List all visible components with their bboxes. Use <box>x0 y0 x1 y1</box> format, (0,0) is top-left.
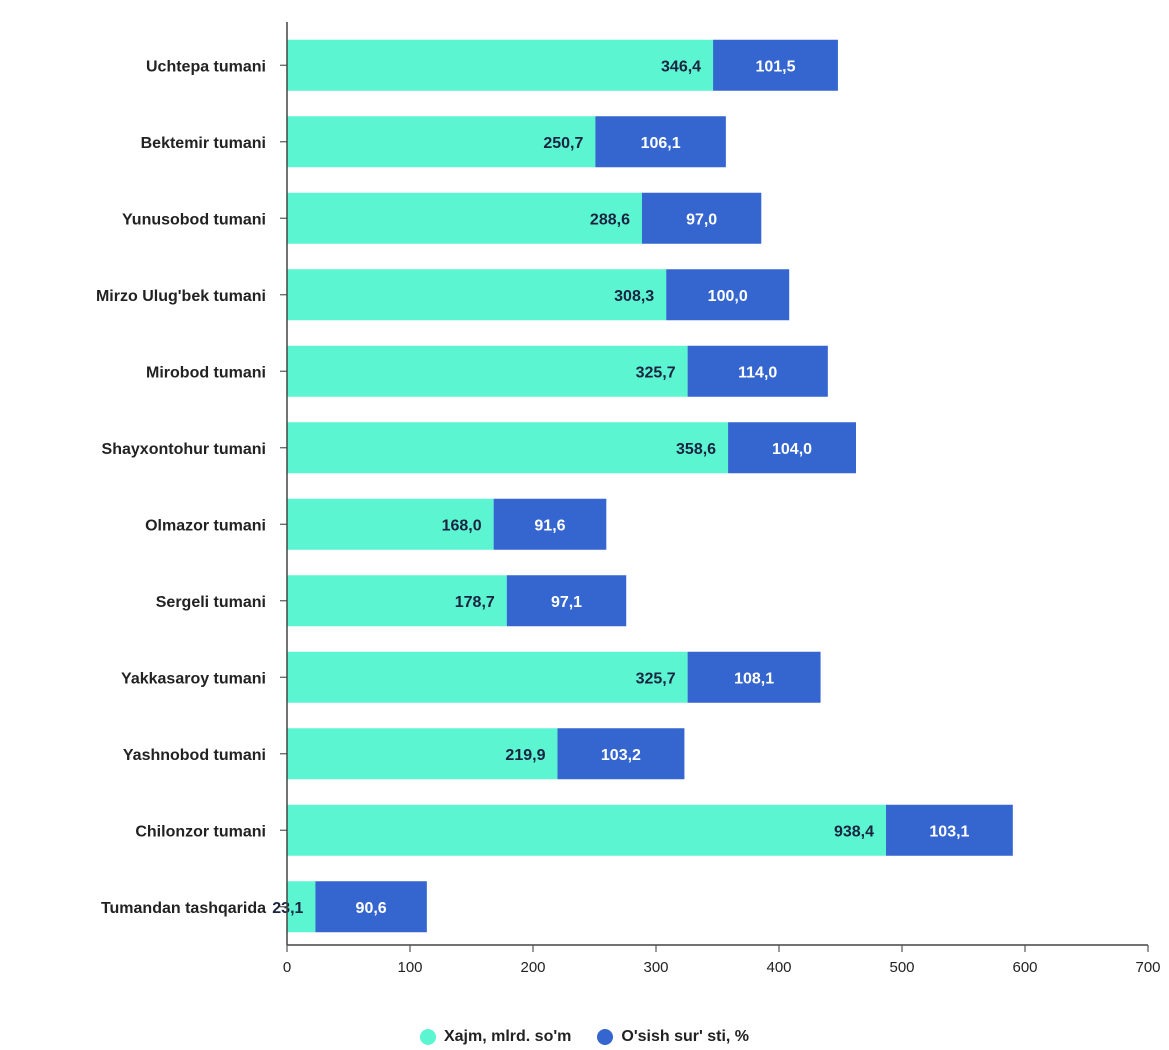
data-label-volume: 168,0 <box>442 517 482 534</box>
category-label: Olmazor tumani <box>145 517 266 534</box>
value-labels: 346,4 101,5 250,7 106,1 288,6 97,0 308,3 100,0 3… <box>272 58 969 917</box>
bars-group <box>287 39 1013 933</box>
bar-growth <box>687 651 821 703</box>
data-label-volume: 250,7 <box>543 135 583 152</box>
bar-volume <box>287 881 316 933</box>
bar-growth <box>595 116 726 168</box>
data-label-volume: 325,7 <box>636 670 676 687</box>
bar-growth <box>315 881 427 933</box>
data-label-volume: 23,1 <box>272 900 303 917</box>
legend-marker-volume <box>419 1029 436 1045</box>
x-tick-label: 300 <box>643 959 668 976</box>
bar-volume <box>287 804 887 856</box>
category-labels: Uchtepa tumani Bektemir tumani Yunusobod t… <box>96 58 266 917</box>
data-label-growth: 97,1 <box>551 594 582 611</box>
data-label-growth: 106,1 <box>641 135 681 152</box>
legend-label-volume: Xajm, mlrd. so'm <box>443 1028 572 1045</box>
bar-volume <box>287 345 688 397</box>
bar-growth <box>641 192 762 244</box>
axes: 0 100 200 300 400 500 600 700 <box>280 22 1161 976</box>
bar-volume <box>287 728 558 780</box>
category-label: Mirzo Ulug'bek tumani <box>96 288 266 305</box>
category-label: Chilonzor tumani <box>135 823 266 840</box>
bar-growth <box>713 39 838 91</box>
data-label-volume: 938,4 <box>834 823 874 840</box>
data-label-growth: 114,0 <box>738 364 777 381</box>
legend-label-growth: O'sish sur' sti, % <box>621 1028 750 1045</box>
legend-item-volume[interactable]: Xajm, mlrd. so'm <box>419 1028 572 1046</box>
bar-volume <box>287 575 507 627</box>
data-label-growth: 90,6 <box>356 900 387 917</box>
bar-volume <box>287 116 596 168</box>
data-label-growth: 103,2 <box>601 747 641 764</box>
category-label: Shayxontohur tumani <box>102 441 266 458</box>
bar-growth <box>687 345 828 397</box>
x-tick-label: 700 <box>1135 959 1160 976</box>
x-tick-label: 0 <box>283 959 291 976</box>
x-tick-label: 100 <box>397 959 422 976</box>
data-label-growth: 103,1 <box>929 823 969 840</box>
bar-growth <box>557 728 685 780</box>
data-label-volume: 288,6 <box>590 211 630 228</box>
data-label-growth: 108,1 <box>734 670 774 687</box>
data-label-growth: 100,0 <box>708 288 748 305</box>
bar-growth <box>728 422 856 474</box>
legend-item-growth[interactable]: O'sish sur' sti, % <box>597 1028 749 1046</box>
bar-volume <box>287 39 714 91</box>
category-label: Yakkasaroy tumani <box>121 670 266 687</box>
category-label: Yashnobod tumani <box>123 747 266 764</box>
bar-volume <box>287 422 729 474</box>
data-label-volume: 219,9 <box>505 747 545 764</box>
legend-marker-growth <box>597 1029 614 1045</box>
bar-volume <box>287 498 494 550</box>
data-label-growth: 101,5 <box>755 58 795 75</box>
x-tick-label: 200 <box>520 959 545 976</box>
data-label-growth: 91,6 <box>534 517 565 534</box>
bar-volume <box>287 192 642 244</box>
stacked-bar-chart: Uchtepa tumani Bektemir tumani Yunusobod t… <box>96 22 1161 976</box>
category-label: Bektemir tumani <box>141 135 266 152</box>
data-label-volume: 346,4 <box>661 58 701 75</box>
category-label: Yunusobod tumani <box>122 211 266 228</box>
bar-volume <box>287 651 688 703</box>
x-tick-label: 500 <box>889 959 914 976</box>
legend: Xajm, mlrd. so'm O'sish sur' sti, % <box>0 1028 1169 1046</box>
x-tick-label: 400 <box>766 959 791 976</box>
x-tick-label: 600 <box>1012 959 1037 976</box>
bar-volume <box>287 269 667 321</box>
bar-growth <box>506 575 627 627</box>
bar-growth <box>666 269 790 321</box>
category-label: Sergeli tumani <box>156 594 266 611</box>
data-label-volume: 178,7 <box>455 594 495 611</box>
data-label-volume: 308,3 <box>614 288 654 305</box>
data-label-growth: 104,0 <box>772 441 812 458</box>
data-label-volume: 358,6 <box>676 441 716 458</box>
category-label: Uchtepa tumani <box>146 58 266 75</box>
bar-growth <box>493 498 607 550</box>
data-label-volume: 325,7 <box>636 364 676 381</box>
bar-growth <box>886 804 1013 856</box>
category-label: Mirobod tumani <box>146 364 266 381</box>
data-label-growth: 97,0 <box>686 211 717 228</box>
category-label: Tumandan tashqarida <box>101 900 266 917</box>
